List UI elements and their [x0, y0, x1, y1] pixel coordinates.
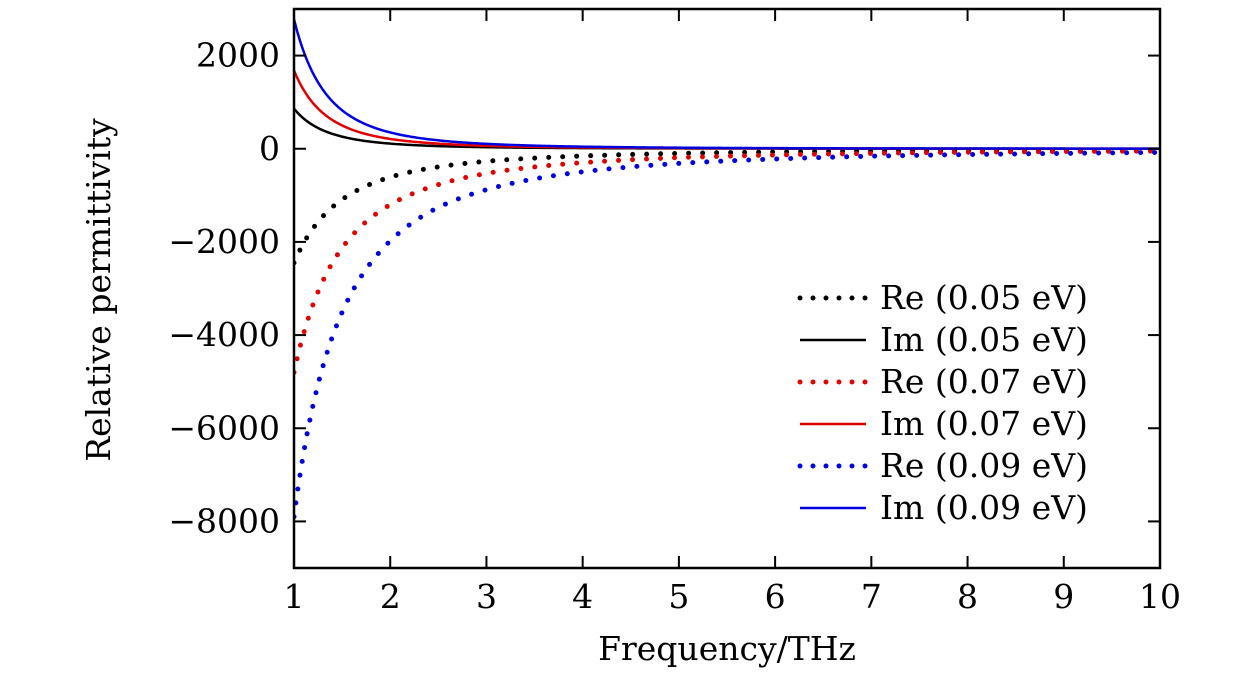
y-tick-label: −2000	[168, 222, 280, 261]
y-axis: 2000 0 −2000 −4000 −6000 −8000	[168, 36, 1160, 540]
y-tick-label: −8000	[168, 501, 280, 540]
x-tick-label: 5	[668, 577, 689, 616]
series-line-re-0-09-ev	[294, 149, 1160, 520]
y-tick-label: −6000	[168, 408, 280, 447]
y-axis-label: Relative permittivity	[79, 118, 118, 462]
legend-label: Im (0.05 eV)	[880, 320, 1088, 359]
x-tick-label: 10	[1139, 577, 1181, 616]
x-tick-label: 2	[380, 577, 401, 616]
series-layer	[294, 18, 1160, 520]
x-axis-label: Frequency/THz	[598, 629, 856, 668]
legend-label: Re (0.05 eV)	[880, 278, 1088, 317]
x-tick-label: 7	[861, 577, 882, 616]
x-tick-label: 8	[957, 577, 978, 616]
x-tick-label: 9	[1053, 577, 1074, 616]
legend-label: Im (0.09 eV)	[880, 488, 1088, 527]
x-axis: 1 2 3 4 5 6 7 8 9 10	[284, 9, 1181, 616]
y-tick-label: 2000	[196, 36, 280, 75]
y-tick-label: 0	[259, 129, 280, 168]
plot-area	[294, 9, 1160, 568]
legend-label: Im (0.07 eV)	[880, 404, 1088, 443]
legend-label: Re (0.07 eV)	[880, 362, 1088, 401]
x-tick-label: 6	[765, 577, 786, 616]
series-line-re-0-05-ev	[294, 147, 1160, 266]
legend-label: Re (0.09 eV)	[880, 446, 1088, 485]
y-tick-label: −4000	[168, 315, 280, 354]
legend: Re (0.05 eV)Im (0.05 eV)Re (0.07 eV)Im (…	[797, 278, 1088, 527]
series-line-re-0-07-ev	[294, 148, 1160, 375]
x-tick-label: 1	[284, 577, 305, 616]
x-tick-label: 4	[572, 577, 593, 616]
plot-frame	[292, 7, 1162, 570]
x-tick-label: 3	[476, 577, 497, 616]
series-line-im-0-09-ev	[294, 18, 1160, 150]
